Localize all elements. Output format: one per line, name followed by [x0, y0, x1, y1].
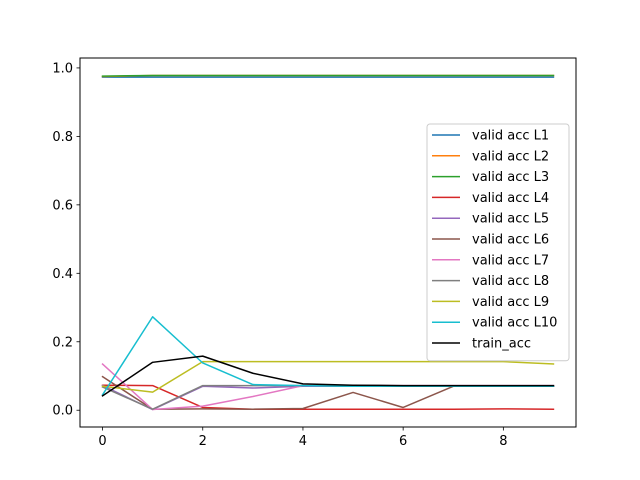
y-tick-label: 0.6	[52, 198, 73, 213]
x-tick-label: 4	[299, 434, 307, 449]
x-tick-label: 2	[199, 434, 207, 449]
legend-entry-label: valid acc L10	[472, 316, 557, 331]
y-axis: 0.0 0.2 0.4 0.6 0.8 1.0	[52, 61, 80, 419]
x-tick-label: 6	[399, 434, 407, 449]
x-tick-label: 8	[499, 434, 507, 449]
x-tick-label: 0	[98, 434, 106, 449]
series-line-11	[101, 355, 555, 397]
legend-entry-label: valid acc L7	[472, 253, 549, 268]
legend-entry-label: valid acc L3	[472, 170, 549, 185]
y-tick-label: 0.2	[52, 335, 73, 350]
legend-box	[426, 123, 570, 362]
legend-entry-label: valid acc L9	[472, 295, 549, 310]
x-axis: 0 2 4 6 8	[98, 427, 507, 449]
series-line-4	[101, 384, 555, 410]
y-tick-label: 1.0	[52, 61, 73, 76]
legend-entry-label: valid acc L4	[472, 191, 549, 206]
legend-entry-label: valid acc L2	[472, 149, 549, 164]
legend: valid acc L1 valid acc L2 valid acc L3 vali…	[426, 123, 570, 362]
legend-entry-label: valid acc L5	[472, 212, 549, 227]
legend-entry-label: valid acc L1	[472, 129, 549, 144]
series-line-9	[101, 360, 555, 393]
legend-entry-label: train_acc	[472, 337, 531, 352]
legend-entry-label: valid acc L6	[472, 233, 549, 248]
axes-frame	[79, 57, 577, 428]
y-tick-label: 0.0	[52, 404, 73, 419]
series-line-3	[101, 74, 555, 77]
y-tick-label: 0.8	[52, 130, 73, 145]
legend-entry-label: valid acc L8	[472, 274, 549, 289]
y-tick-label: 0.4	[52, 267, 73, 282]
